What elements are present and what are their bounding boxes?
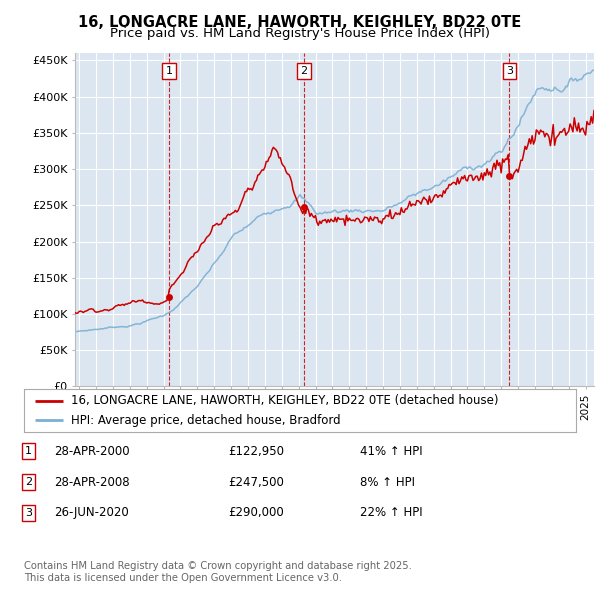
Text: 28-APR-2000: 28-APR-2000 xyxy=(54,445,130,458)
Text: 26-JUN-2020: 26-JUN-2020 xyxy=(54,506,129,519)
Text: 16, LONGACRE LANE, HAWORTH, KEIGHLEY, BD22 0TE: 16, LONGACRE LANE, HAWORTH, KEIGHLEY, BD… xyxy=(79,15,521,30)
Text: 3: 3 xyxy=(506,66,513,76)
Text: 28-APR-2008: 28-APR-2008 xyxy=(54,476,130,489)
Text: 2: 2 xyxy=(25,477,32,487)
Text: 41% ↑ HPI: 41% ↑ HPI xyxy=(360,445,422,458)
Text: HPI: Average price, detached house, Bradford: HPI: Average price, detached house, Brad… xyxy=(71,414,341,427)
Text: 1: 1 xyxy=(166,66,173,76)
Text: 3: 3 xyxy=(25,508,32,517)
Text: £290,000: £290,000 xyxy=(228,506,284,519)
Text: £247,500: £247,500 xyxy=(228,476,284,489)
Text: £122,950: £122,950 xyxy=(228,445,284,458)
Text: 2: 2 xyxy=(301,66,308,76)
Text: Price paid vs. HM Land Registry's House Price Index (HPI): Price paid vs. HM Land Registry's House … xyxy=(110,27,490,40)
Text: 22% ↑ HPI: 22% ↑ HPI xyxy=(360,506,422,519)
Text: 8% ↑ HPI: 8% ↑ HPI xyxy=(360,476,415,489)
Text: 16, LONGACRE LANE, HAWORTH, KEIGHLEY, BD22 0TE (detached house): 16, LONGACRE LANE, HAWORTH, KEIGHLEY, BD… xyxy=(71,394,499,407)
Text: Contains HM Land Registry data © Crown copyright and database right 2025.
This d: Contains HM Land Registry data © Crown c… xyxy=(24,561,412,583)
Text: 1: 1 xyxy=(25,447,32,456)
